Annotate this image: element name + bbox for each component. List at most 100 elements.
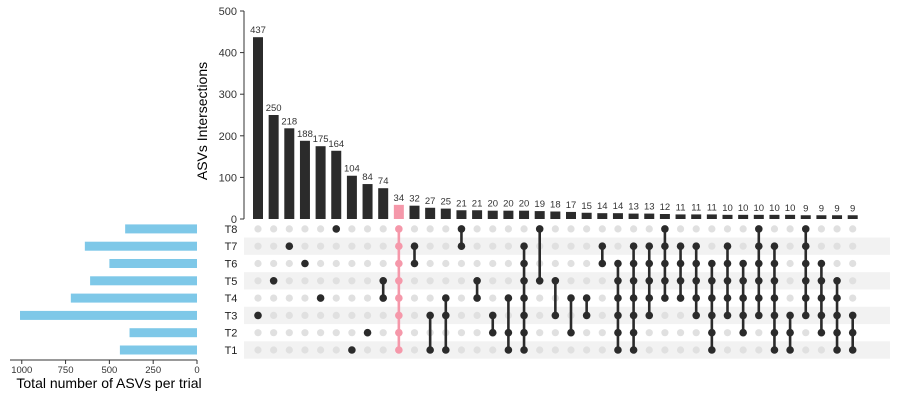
matrix-dot-empty [817, 225, 826, 233]
intersection-bar [675, 214, 686, 219]
matrix-dot-filled [348, 346, 356, 354]
intersection-bar [331, 150, 342, 219]
intersection-bar [284, 128, 295, 219]
matrix-dot-empty [583, 329, 591, 337]
matrix-dot-empty [254, 329, 262, 337]
set-size-bar-T3 [20, 310, 198, 320]
intersection-bar-label: 21 [472, 198, 483, 209]
matrix-dot-empty [301, 311, 309, 319]
matrix-dot-empty [536, 346, 544, 354]
intersection-bar [659, 214, 670, 219]
matrix-dot-filled [723, 294, 732, 302]
set-size-bar-T6 [109, 259, 197, 268]
matrix-dot-filled [316, 294, 325, 302]
intersection-bar [315, 146, 326, 219]
matrix-dot-empty [363, 259, 372, 268]
set-size-axis-tick-label: 1000 [11, 365, 32, 376]
intersection-axis: 0 100 200 300 400 500 [219, 6, 245, 226]
matrix-dot-empty [551, 259, 559, 268]
matrix-dot-empty [473, 225, 481, 233]
matrix-dot-filled [551, 277, 560, 285]
matrix-dot-empty [270, 242, 278, 250]
matrix-dot-filled [770, 346, 779, 354]
matrix-dot-empty [833, 242, 841, 250]
matrix-dot-filled [833, 294, 841, 302]
matrix-dot-empty [583, 225, 591, 233]
matrix-dot-filled [582, 311, 591, 320]
matrix-dot-empty [723, 329, 732, 337]
matrix-dot-empty [332, 329, 340, 337]
matrix-dot-filled [848, 346, 857, 354]
matrix-dot-empty [598, 225, 606, 233]
matrix-dot-empty [676, 346, 685, 354]
matrix-dot-filled [708, 294, 716, 302]
matrix-dot-filled [629, 346, 638, 354]
intersection-bar [346, 175, 357, 219]
intersection-bar [738, 214, 749, 219]
matrix-dot-empty [551, 242, 559, 250]
matrix-dot-empty [285, 311, 293, 319]
matrix-dot-filled [801, 277, 810, 285]
matrix-dot-filled [614, 294, 622, 302]
set-size-axis-tick-label: 500 [101, 365, 117, 376]
matrix-dot-empty [363, 277, 372, 285]
intersection-bar [753, 214, 764, 219]
intersection-bar [362, 184, 373, 219]
matrix-dot-filled [410, 259, 419, 268]
matrix-dot-filled [285, 242, 294, 250]
matrix-dot-filled [520, 346, 528, 354]
matrix-dot-filled [488, 311, 497, 320]
matrix-dot-empty [332, 277, 340, 285]
intersection-bar [378, 188, 389, 219]
matrix-dot-filled [629, 294, 638, 302]
matrix-dot-filled [739, 328, 747, 337]
matrix-dot-empty [410, 225, 419, 233]
intersection-bar-label: 19 [534, 199, 545, 210]
matrix-dot-empty [379, 329, 387, 337]
matrix-dot-filled [692, 294, 700, 302]
intersection-bar-label: 17 [566, 200, 577, 211]
matrix-dot-empty [692, 225, 700, 233]
intersection-bar-label: 218 [281, 116, 297, 127]
intersection-bar-label: 12 [660, 202, 671, 213]
matrix-dot-filled [692, 242, 700, 250]
set-size-bars [20, 224, 198, 355]
matrix-dot-empty [379, 225, 387, 233]
matrix-dot-empty [567, 225, 575, 233]
matrix-dot-empty [833, 259, 841, 268]
matrix-dot-empty [567, 242, 575, 250]
set-label-T6: T6 [225, 259, 238, 271]
matrix-dot-filled [833, 328, 841, 337]
matrix-dot-filled [661, 294, 669, 302]
matrix-dot-filled [520, 294, 528, 302]
matrix-dot-filled [614, 277, 622, 285]
intersection-axis-tick-label: 500 [219, 6, 237, 18]
set-label-T4: T4 [225, 293, 238, 305]
matrix-dot-empty [285, 346, 293, 354]
matrix-dot-empty [457, 294, 466, 302]
matrix-dot-filled [426, 311, 434, 320]
matrix-dot-empty [598, 294, 606, 302]
set-labels: T1 T2 T3 T4 T5 T6 T7 T8 [225, 224, 238, 357]
matrix-dot-filled [395, 311, 403, 320]
matrix-dot-empty [614, 225, 622, 233]
matrix-dot-empty [457, 277, 466, 285]
matrix-dot-empty [755, 346, 763, 354]
matrix-dot-empty [676, 329, 685, 337]
set-label-T1: T1 [225, 345, 238, 357]
matrix-dot-filled [598, 242, 607, 250]
intersection-bar [769, 214, 780, 219]
matrix-dot-filled [442, 311, 450, 320]
set-label-T8: T8 [225, 224, 238, 236]
matrix-dot-empty [645, 346, 653, 354]
matrix-dot-filled [661, 242, 669, 250]
matrix-dot-empty [567, 259, 575, 268]
matrix-dot-empty [317, 329, 325, 337]
matrix-dot-empty [426, 259, 434, 268]
intersection-bar-label: 175 [313, 134, 329, 145]
matrix-dot-filled [676, 294, 685, 302]
matrix-dot-filled [755, 277, 763, 285]
matrix-dot-filled [708, 259, 716, 268]
matrix-dot-filled [817, 311, 826, 320]
